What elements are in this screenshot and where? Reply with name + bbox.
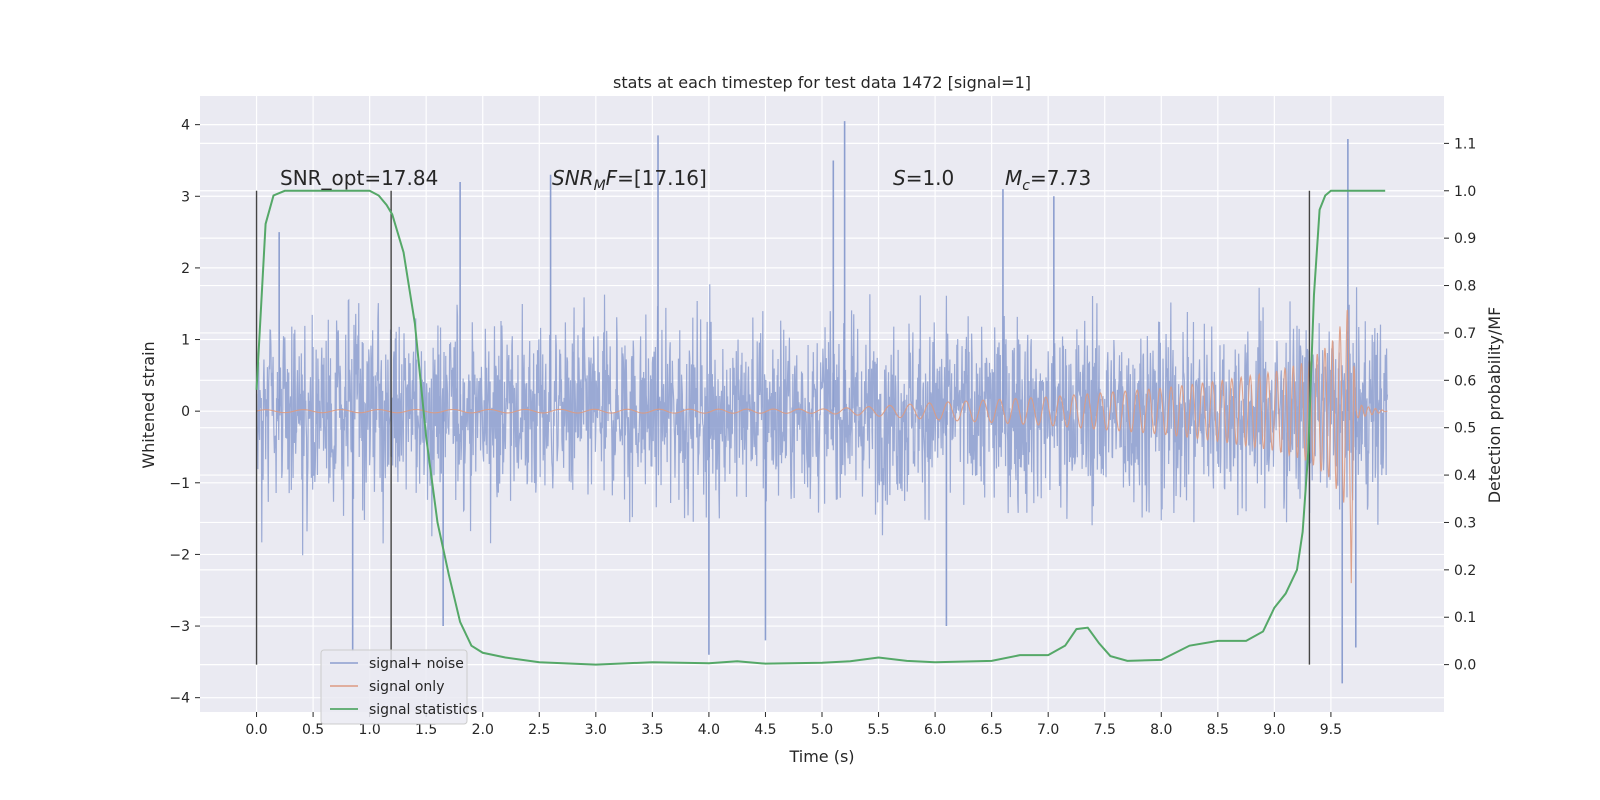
series-signal-only [256, 309, 1388, 584]
y2-tick-label: 0.9 [1454, 231, 1476, 247]
x-tick-label: 4.5 [754, 722, 776, 738]
x-tick-label: 6.5 [981, 722, 1003, 738]
y-tick-label: −2 [169, 547, 190, 563]
y-tick-label: 2 [181, 261, 190, 277]
annotation-mc: Mc=7.73 [1005, 166, 1091, 194]
series-signal-statistics [255, 189, 1386, 666]
x-tick-label: 6.0 [924, 722, 946, 738]
y2-tick-label: 0.7 [1454, 326, 1476, 342]
x-tick-label: 1.5 [415, 722, 437, 738]
legend-label-signal-only: signal only [369, 679, 444, 695]
legend-label-signal-statistics: signal statistics [369, 702, 477, 718]
signal-only-line [256, 309, 1388, 584]
x-tick-label: 0.0 [245, 722, 267, 738]
x-tick-label: 2.5 [528, 722, 550, 738]
y2-tick-label: 1.0 [1454, 184, 1476, 200]
x-tick-label: 3.0 [585, 722, 607, 738]
y2-axis-ticks: 1.1 1.0 0.9 0.8 0.7 0.6 0.5 0.4 0.3 0.2 0.1 0.0 [1444, 136, 1476, 674]
signal-statistics-line [255, 189, 1386, 666]
x-tick-label: 0.5 [302, 722, 324, 738]
y-axis-ticks: 4 3 2 1 0 −1 −2 −3 −4 [169, 118, 200, 707]
y2-tick-label: 0.0 [1454, 658, 1476, 674]
annotation-s-italic: S [893, 166, 906, 190]
x-tick-label: 7.0 [1037, 722, 1059, 738]
y2-axis-label: Detection probability/MF [1485, 307, 1504, 504]
annotation-snr-mf: SNRMF=[17.16] [552, 166, 707, 194]
x-tick-label: 9.0 [1263, 722, 1285, 738]
x-axis-ticks: 0.0 0.5 1.0 1.5 2.0 2.5 3.0 3.5 4.0 4.5 5.0 5.5 6.0 6… [245, 712, 1342, 738]
annotation-snr-mf-value: =[17.16] [617, 166, 707, 190]
annotation-mc-sub: c [1022, 178, 1030, 194]
y2-tick-label: 0.5 [1454, 421, 1476, 437]
y-tick-label: 1 [181, 333, 190, 349]
x-tick-label: 3.5 [641, 722, 663, 738]
x-tick-label: 7.5 [1094, 722, 1116, 738]
x-tick-label: 5.5 [867, 722, 889, 738]
signal-plus-noise-line [255, 284, 1389, 556]
x-axis-label: Time (s) [788, 747, 854, 766]
y2-tick-label: 0.3 [1454, 515, 1476, 531]
y-tick-label: −3 [169, 619, 190, 635]
y2-tick-label: 1.1 [1454, 136, 1476, 152]
y2-tick-label: 0.1 [1454, 610, 1476, 626]
annotation-snr-opt: SNR_opt=17.84 [280, 166, 438, 190]
annotation-s-value: =1.0 [906, 166, 955, 190]
annotation-mc-value: =7.73 [1030, 166, 1091, 190]
y-tick-label: −4 [169, 691, 190, 707]
y2-tick-label: 0.8 [1454, 279, 1476, 295]
legend-label-signal-plus-noise: signal+ noise [369, 656, 464, 672]
x-tick-label: 9.5 [1320, 722, 1342, 738]
x-tick-label: 8.0 [1150, 722, 1172, 738]
x-tick-label: 1.0 [359, 722, 381, 738]
x-tick-label: 2.0 [472, 722, 494, 738]
x-tick-label: 4.0 [698, 722, 720, 738]
y2-tick-label: 0.6 [1454, 373, 1476, 389]
y-tick-label: 4 [181, 118, 190, 134]
chart-title: stats at each timestep for test data 147… [613, 73, 1031, 92]
x-tick-label: 5.0 [811, 722, 833, 738]
legend: signal+ noise signal only signal statist… [320, 649, 477, 725]
annotation-s: S=1.0 [893, 166, 954, 190]
y2-tick-label: 0.2 [1454, 563, 1476, 579]
y-tick-label: 0 [181, 404, 190, 420]
x-tick-label: 8.5 [1207, 722, 1229, 738]
series-signal-plus-noise [255, 121, 1389, 684]
annotation-snr-mf-italic: SNR [552, 166, 594, 190]
legend-box [320, 649, 468, 725]
y-tick-label: 3 [181, 189, 190, 205]
y-tick-label: −1 [169, 476, 190, 492]
y2-tick-label: 0.4 [1454, 468, 1476, 484]
annotation-mc-italic: M [1005, 166, 1022, 190]
annotation-snr-mf-italic2: F [606, 166, 618, 190]
y-axis-label: Whitened strain [139, 341, 158, 468]
annotation-snr-mf-sub: M [594, 178, 606, 194]
